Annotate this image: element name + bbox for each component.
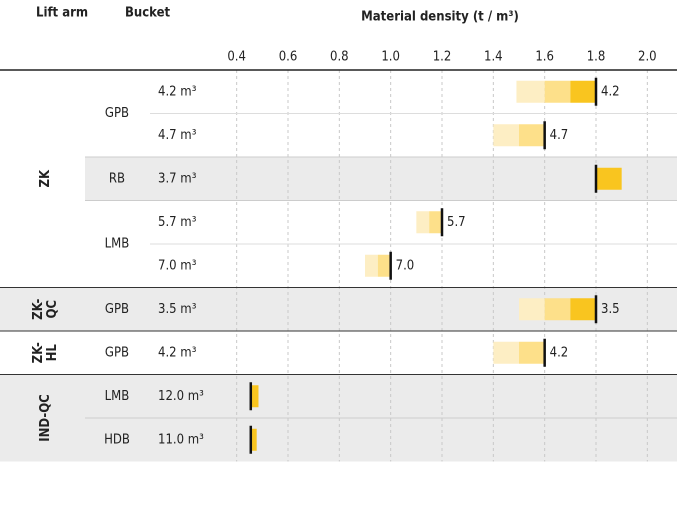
density-segment [250, 385, 259, 408]
row-shade [85, 157, 677, 201]
bucket-type: GPB [105, 345, 129, 360]
density-segment [493, 124, 519, 147]
volume-label: 7.0 [396, 258, 415, 273]
x-tick-label: 2.0 [638, 50, 657, 65]
bucket-type: RB [109, 171, 125, 186]
grid [236, 70, 648, 462]
density-segment [516, 80, 545, 103]
bucket-size: 3.7 m³ [158, 171, 197, 186]
density-segment [570, 298, 596, 321]
lift-arm: IND-QC [38, 394, 53, 441]
lift-arm-line: ZK [38, 169, 53, 187]
lift-arm-line: HL [45, 344, 60, 362]
x-tick-label: 1.2 [433, 50, 452, 65]
density-segment [250, 428, 257, 451]
x-tick-label: 1.6 [535, 50, 554, 65]
lift-arm: ZK-QC [31, 298, 60, 319]
lift-arm: ZK-HL [31, 342, 60, 363]
x-tick-label: 1.4 [484, 50, 503, 65]
bucket-size: 4.7 m³ [158, 128, 197, 143]
x-tick-label: 1.0 [381, 50, 400, 65]
density-segment [493, 341, 519, 364]
volume-label: 5.7 [447, 215, 466, 230]
density-segment [596, 167, 622, 190]
bucket-size: 12.0 m³ [158, 389, 204, 404]
x-tick-label: 1.8 [587, 50, 606, 65]
density-segment [519, 124, 545, 147]
volume-label: 4.7 [550, 128, 569, 143]
bucket-size: 5.7 m³ [158, 215, 197, 230]
bucket-type: LMB [105, 237, 130, 252]
lift-arm: ZK [38, 169, 53, 187]
bucket-size: 7.0 m³ [158, 258, 197, 273]
bucket-type: LMB [105, 389, 130, 404]
density-segment [544, 80, 571, 103]
bucket-header: Bucket [125, 6, 171, 21]
bucket-type: HDB [104, 432, 130, 447]
bucket-size: 11.0 m³ [158, 432, 204, 447]
lift-arm-line: QC [45, 300, 60, 319]
x-tick-label: 0.6 [279, 50, 298, 65]
volume-label: 3.5 [601, 302, 620, 317]
bucket-size: 3.5 m³ [158, 302, 197, 317]
density-segment [519, 341, 545, 364]
density-segment [377, 254, 391, 277]
x-tick-label: 0.4 [227, 50, 246, 65]
chart-title: Material density (t / m³) [361, 10, 519, 25]
lift-arm-line: ZK- [31, 342, 46, 363]
bucket-type: GPB [105, 106, 129, 121]
density-segment [544, 298, 571, 321]
bucket-type: GPB [105, 302, 129, 317]
density-segment [429, 211, 442, 234]
separators [0, 113, 677, 419]
density-segment [570, 80, 596, 103]
lift-arm-header: Lift arm [36, 6, 88, 21]
bucket-size: 4.2 m³ [158, 84, 197, 99]
x-tick-label: 0.8 [330, 50, 349, 65]
density-segment [365, 254, 378, 277]
bucket-size: 4.2 m³ [158, 345, 197, 360]
volume-label: 4.2 [550, 345, 569, 360]
lift-arm-line: IND-QC [38, 394, 53, 441]
density-segment [519, 298, 545, 321]
volume-label: 4.2 [601, 84, 620, 99]
lift-arm-line: ZK- [31, 298, 46, 319]
density-segment [416, 211, 430, 234]
